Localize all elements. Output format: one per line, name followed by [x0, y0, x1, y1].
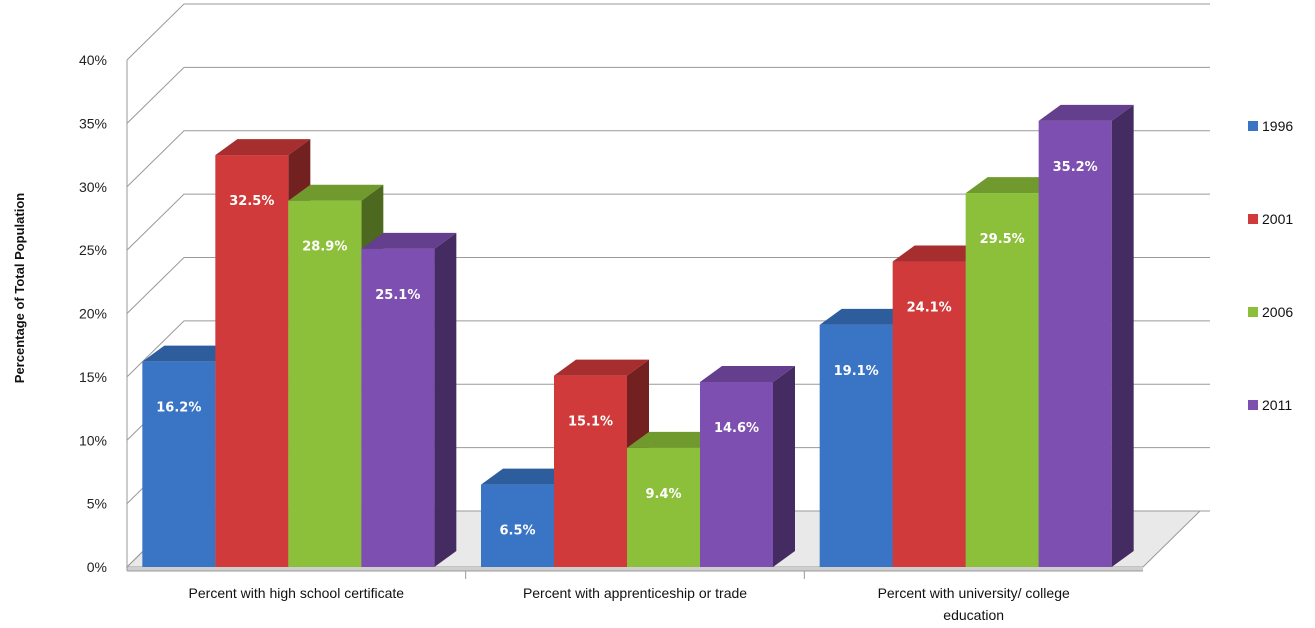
bar-top — [965, 177, 1061, 194]
data-label: 24.1% — [907, 301, 952, 316]
bar-top — [892, 245, 988, 262]
bar-front — [554, 375, 627, 567]
bar-front — [481, 484, 554, 567]
bar-top — [627, 431, 722, 448]
data-label: 25.1% — [375, 288, 420, 303]
bar-top — [215, 139, 311, 156]
data-label: 35.2% — [1053, 160, 1098, 175]
bar-front — [288, 200, 362, 567]
data-label: 15.1% — [568, 415, 613, 430]
bar-front — [892, 261, 966, 567]
data-label: 28.9% — [302, 240, 347, 255]
data-label: 19.1% — [834, 364, 879, 379]
data-labels: 16.2% 32.5% 28.9% 25.1% 6.5% 15.1% 9.4% 14.6% 19… — [156, 160, 1097, 539]
gridline — [126, 257, 1210, 314]
gridline — [126, 130, 1210, 188]
x-category-label: Percent with university/ college — [878, 585, 1070, 601]
data-label: 16.2% — [156, 401, 201, 416]
bar-2011-2 — [700, 365, 795, 567]
bars — [142, 104, 1134, 568]
bar-top — [481, 468, 576, 485]
legend-label: 1996 — [1262, 118, 1293, 134]
legend-item-2011: 2011 — [1248, 397, 1292, 413]
legend-swatch — [1248, 121, 1258, 131]
legend-swatch — [1248, 214, 1258, 224]
data-label: 6.5% — [499, 524, 535, 539]
bar-2011-1 — [361, 232, 457, 568]
data-label: 9.4% — [645, 487, 681, 502]
data-label: 14.6% — [714, 421, 759, 436]
x-category-label: Percent with apprenticeship or trade — [523, 585, 747, 601]
bar-side — [434, 232, 457, 568]
y-tick-label: 10% — [79, 432, 107, 448]
bar-front — [819, 324, 893, 567]
legend-item-2006: 2006 — [1248, 304, 1293, 320]
bar-side — [773, 365, 795, 567]
y-tick-label: 40% — [79, 52, 107, 68]
bar-front — [965, 193, 1039, 567]
legend: 1996 2001 2006 2011 — [1248, 118, 1293, 413]
gridline — [126, 193, 1210, 251]
legend-label: 2001 — [1262, 211, 1293, 227]
y-tick-label: 25% — [79, 242, 107, 258]
legend-swatch — [1248, 400, 1258, 410]
gridline — [126, 3, 1210, 61]
x-category-label: Percent with high school certificate — [189, 585, 405, 601]
legend-swatch — [1248, 307, 1258, 317]
y-axis-title: Percentage of Total Population — [12, 193, 27, 384]
legend-label: 2006 — [1262, 304, 1293, 320]
bar-top — [288, 184, 384, 201]
bar-top — [819, 308, 915, 325]
y-tick-label: 20% — [79, 306, 107, 322]
y-tick-label: 30% — [79, 179, 107, 195]
bar-top — [142, 345, 238, 362]
gridline — [126, 66, 1210, 124]
y-tick-label: 5% — [87, 496, 107, 512]
bar-side — [1111, 104, 1134, 567]
bar-front — [627, 447, 700, 567]
x-category-label: education — [943, 607, 1004, 623]
bar-top — [361, 232, 457, 249]
legend-item-2001: 2001 — [1248, 211, 1293, 227]
bar-front — [700, 381, 773, 567]
bar-2011-3 — [1038, 104, 1134, 567]
bar-top — [1038, 104, 1134, 121]
legend-label: 2011 — [1262, 397, 1292, 413]
legend-item-1996: 1996 — [1248, 118, 1293, 134]
floor-edge — [127, 567, 1143, 571]
y-tick-label: 35% — [79, 115, 107, 131]
bar-front — [1038, 120, 1112, 567]
y-tick-label: 15% — [79, 369, 107, 385]
bar-front — [361, 248, 435, 568]
y-tick-label: 0% — [87, 559, 107, 575]
axes: 0% 5% 10% 15% 20% 25% 30% 35% 40% Percent with hi… — [79, 52, 1143, 623]
data-label: 29.5% — [980, 232, 1025, 247]
bar-top — [700, 365, 795, 382]
bar-top — [554, 359, 649, 376]
data-label: 32.5% — [229, 194, 274, 209]
bar-front — [142, 361, 216, 567]
bar-front — [215, 155, 289, 567]
